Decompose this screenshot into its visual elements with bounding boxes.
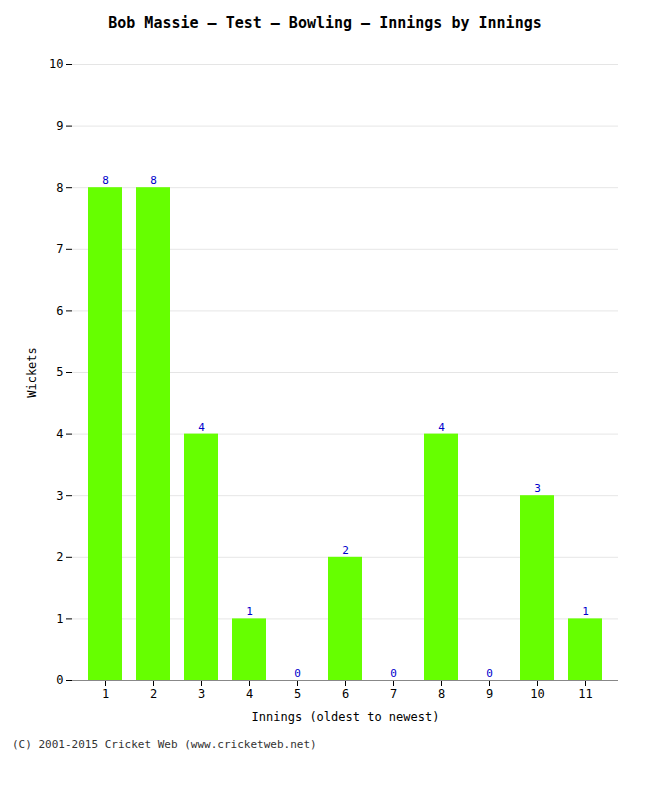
svg-text:9: 9: [56, 119, 63, 133]
svg-text:4: 4: [198, 421, 205, 434]
svg-text:10: 10: [49, 57, 63, 71]
svg-text:8: 8: [102, 174, 109, 187]
svg-text:3: 3: [56, 489, 63, 503]
svg-text:8: 8: [438, 687, 445, 701]
svg-text:1: 1: [246, 605, 253, 618]
svg-text:1: 1: [102, 687, 109, 701]
svg-text:4: 4: [246, 687, 253, 701]
svg-text:0: 0: [486, 667, 493, 680]
svg-text:0: 0: [294, 667, 301, 680]
svg-text:Wickets: Wickets: [25, 347, 39, 398]
svg-text:2: 2: [150, 687, 157, 701]
svg-text:5: 5: [56, 365, 63, 379]
svg-text:1: 1: [582, 605, 589, 618]
svg-text:9: 9: [486, 687, 493, 701]
svg-text:3: 3: [198, 687, 205, 701]
svg-text:4: 4: [56, 427, 63, 441]
svg-text:Innings (oldest to newest): Innings (oldest to newest): [252, 710, 440, 724]
svg-text:8: 8: [150, 174, 157, 187]
svg-text:11: 11: [578, 687, 592, 701]
svg-text:2: 2: [56, 550, 63, 564]
svg-text:1: 1: [56, 612, 63, 626]
svg-text:7: 7: [56, 242, 63, 256]
svg-text:5: 5: [294, 687, 301, 701]
svg-text:6: 6: [56, 304, 63, 318]
svg-text:2: 2: [342, 544, 349, 557]
html-text:Bob Massie – Test – Bowling –: Bob Massie – Test – Bowling – Innings by…: [108, 14, 542, 32]
svg-text:10: 10: [530, 687, 544, 701]
svg-text:4: 4: [438, 421, 445, 434]
svg-text:7: 7: [390, 687, 397, 701]
svg-text:0: 0: [56, 673, 63, 687]
svg-text:8: 8: [56, 181, 63, 195]
svg-text:3: 3: [534, 482, 541, 495]
svg-text:6: 6: [342, 687, 349, 701]
svg-text:0: 0: [390, 667, 397, 680]
html-text:(C) 2001-2015 Cricket Web (www: (C) 2001-2015 Cricket Web (www.cricketwe…: [12, 738, 317, 751]
